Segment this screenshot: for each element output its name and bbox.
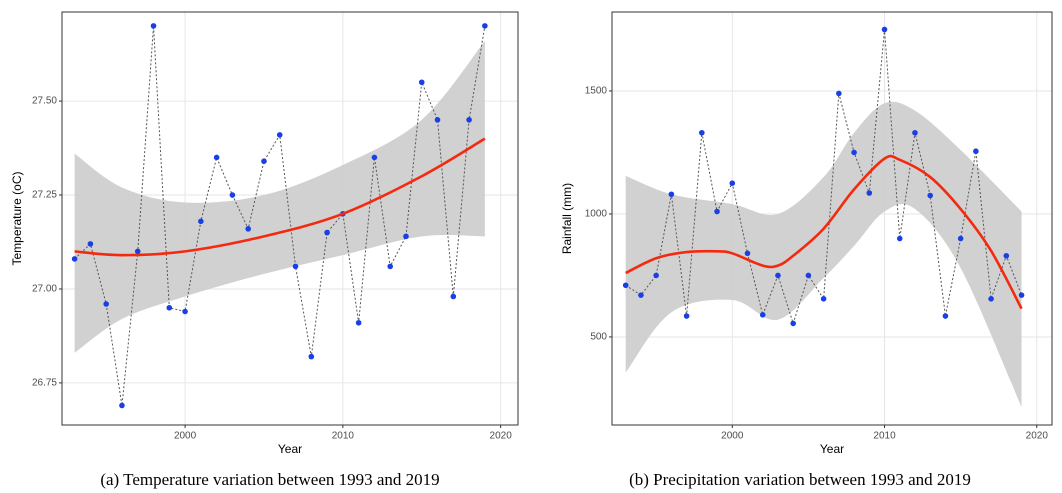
x-axis-title: Year <box>278 442 302 456</box>
caption: (a) Temperature variation between 1993 a… <box>100 470 439 489</box>
data-point <box>276 132 283 138</box>
y-tick-label: 500 <box>590 332 607 343</box>
data-point <box>988 296 994 302</box>
data-point <box>881 26 888 33</box>
y-axis-title: Temperature (oC) <box>10 171 24 265</box>
data-point <box>418 79 425 86</box>
data-point <box>245 226 251 232</box>
data-point <box>87 241 94 247</box>
data-point <box>387 263 393 270</box>
data-point <box>805 272 812 279</box>
data-point <box>714 208 720 215</box>
data-point <box>371 154 378 161</box>
y-tick-label: 27.25 <box>32 190 57 201</box>
data-point <box>71 256 78 262</box>
x-tick-label: 2010 <box>332 431 355 442</box>
data-point <box>119 402 125 409</box>
data-point <box>759 312 766 318</box>
data-point <box>213 154 220 161</box>
data-point <box>103 301 109 307</box>
x-tick-label: 2000 <box>721 431 744 442</box>
data-point <box>866 190 873 196</box>
panel: 500 1000 1500 2000 2010 2020 Year Rainfall (mm)… <box>560 11 1053 489</box>
data-point <box>851 149 857 156</box>
data-point <box>699 129 705 136</box>
data-point <box>942 313 949 319</box>
y-tick-label: 27.00 <box>32 284 57 295</box>
data-point <box>790 320 796 327</box>
data-point <box>355 319 362 326</box>
data-point <box>324 229 330 236</box>
data-point <box>896 235 903 242</box>
data-point <box>229 192 236 198</box>
trend-line <box>625 154 1023 310</box>
data-point <box>308 353 315 360</box>
data-point <box>820 296 827 302</box>
data-point <box>912 129 918 136</box>
data-point <box>775 272 781 279</box>
data-point <box>292 263 299 270</box>
x-tick-label: 2020 <box>1026 431 1049 442</box>
data-point <box>927 192 934 199</box>
y-tick-label: 27.50 <box>32 96 57 107</box>
data-point <box>638 292 644 298</box>
confidence-band <box>74 40 485 353</box>
data-point <box>744 250 751 257</box>
data-point <box>450 293 457 300</box>
plot-layer <box>622 26 1025 408</box>
caption: (b) Precipitation variation between 1993… <box>629 470 971 489</box>
data-point <box>622 282 629 289</box>
panel: 26.75 27.00 27.25 27.50 2000 2010 2020 Year Temp… <box>10 11 519 489</box>
data-point <box>957 235 964 242</box>
data-point <box>1018 292 1025 298</box>
data-point <box>403 233 409 240</box>
data-point <box>261 158 267 164</box>
data-point <box>166 304 173 311</box>
x-tick-label: 2000 <box>174 431 197 442</box>
data-point <box>434 117 441 123</box>
data-point <box>150 23 157 29</box>
y-tick-label: 1500 <box>585 86 608 97</box>
data-point <box>729 180 736 187</box>
data-point <box>198 218 204 225</box>
y-tick-label: 26.75 <box>32 378 57 389</box>
data-point <box>1003 252 1010 259</box>
data-point <box>182 308 188 315</box>
plot-border <box>61 11 519 426</box>
y-axis-title: Rainfall (mm) <box>560 183 574 254</box>
data-point <box>653 272 659 279</box>
data-point <box>836 90 842 97</box>
trend-line <box>74 137 486 257</box>
x-tick-label: 2010 <box>873 431 896 442</box>
confidence-band <box>625 101 1022 408</box>
data-point <box>482 23 488 29</box>
y-tick-label: 1000 <box>585 209 608 220</box>
x-tick-label: 2020 <box>490 431 513 442</box>
data-point <box>973 148 979 155</box>
plot-border <box>611 11 1053 426</box>
data-point <box>134 248 141 255</box>
x-axis-title: Year <box>820 442 844 456</box>
data-point <box>466 117 472 123</box>
data-point <box>683 313 690 319</box>
data-point <box>668 191 675 198</box>
plot-layer <box>71 23 488 409</box>
observed-line <box>625 29 1023 326</box>
